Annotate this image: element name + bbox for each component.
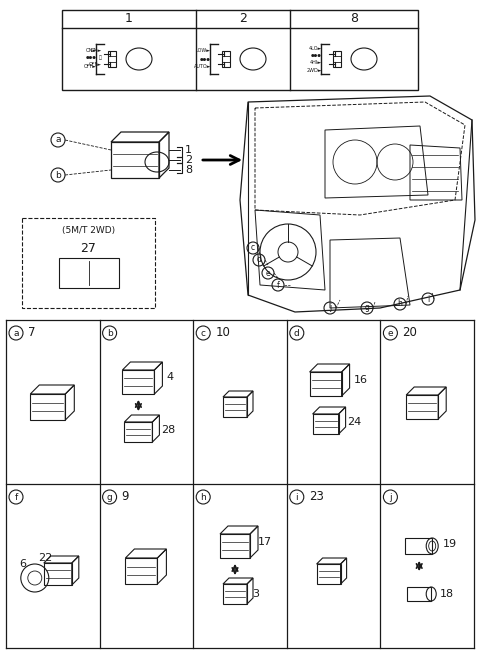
Text: 4: 4 xyxy=(167,372,174,382)
Text: j: j xyxy=(329,303,331,312)
Text: 22: 22 xyxy=(37,553,52,563)
Text: 20: 20 xyxy=(402,326,417,339)
Text: a: a xyxy=(55,136,61,145)
Text: 28: 28 xyxy=(161,425,176,435)
Text: g: g xyxy=(107,493,112,502)
Text: ●●●: ●●● xyxy=(311,54,322,58)
Text: ON►: ON► xyxy=(91,48,102,52)
Text: OFF►: OFF► xyxy=(89,62,102,67)
Text: h: h xyxy=(200,493,206,502)
Text: a: a xyxy=(13,329,19,337)
Text: 2: 2 xyxy=(239,12,247,26)
Text: 1: 1 xyxy=(185,145,192,155)
Text: 27: 27 xyxy=(81,242,96,255)
Text: j: j xyxy=(389,493,392,502)
Text: e: e xyxy=(387,329,393,337)
Text: LOW►: LOW► xyxy=(196,48,211,54)
Text: 4HI►: 4HI► xyxy=(310,60,322,66)
Text: 23: 23 xyxy=(309,491,324,504)
Text: AUTO►: AUTO► xyxy=(193,64,211,69)
Text: 24: 24 xyxy=(348,417,362,427)
Text: c: c xyxy=(251,244,255,252)
Text: 6: 6 xyxy=(19,559,26,569)
Text: ●●●: ●●● xyxy=(86,56,97,60)
Text: ⬛: ⬛ xyxy=(99,54,102,60)
Text: 7: 7 xyxy=(28,326,36,339)
Text: 2WD►: 2WD► xyxy=(307,67,322,73)
Text: 8: 8 xyxy=(185,165,192,175)
Text: e: e xyxy=(266,269,270,278)
Text: b: b xyxy=(107,329,112,337)
Text: 1: 1 xyxy=(125,12,133,26)
Text: OFF►: OFF► xyxy=(84,64,97,69)
Text: h: h xyxy=(397,299,402,309)
Text: d: d xyxy=(294,329,300,337)
Text: 17: 17 xyxy=(258,537,272,547)
Text: f: f xyxy=(14,493,18,502)
Text: i: i xyxy=(296,493,298,502)
Text: c: c xyxy=(201,329,206,337)
Text: 18: 18 xyxy=(440,589,455,599)
Text: 8: 8 xyxy=(350,12,358,26)
Text: b: b xyxy=(55,170,61,179)
Text: 2: 2 xyxy=(185,155,192,165)
Text: ON►: ON► xyxy=(86,48,97,54)
Text: 16: 16 xyxy=(354,375,368,385)
Text: f: f xyxy=(276,280,279,290)
Text: i: i xyxy=(427,295,429,303)
Text: d: d xyxy=(257,255,262,265)
Text: (5M/T 2WD): (5M/T 2WD) xyxy=(62,225,115,234)
Text: 10: 10 xyxy=(215,326,230,339)
Text: 19: 19 xyxy=(443,539,457,549)
Text: 3: 3 xyxy=(252,589,259,599)
Text: 9: 9 xyxy=(121,491,129,504)
Text: ●●●: ●●● xyxy=(200,58,211,62)
Text: 4LO►: 4LO► xyxy=(309,47,322,52)
Text: g: g xyxy=(365,303,370,312)
